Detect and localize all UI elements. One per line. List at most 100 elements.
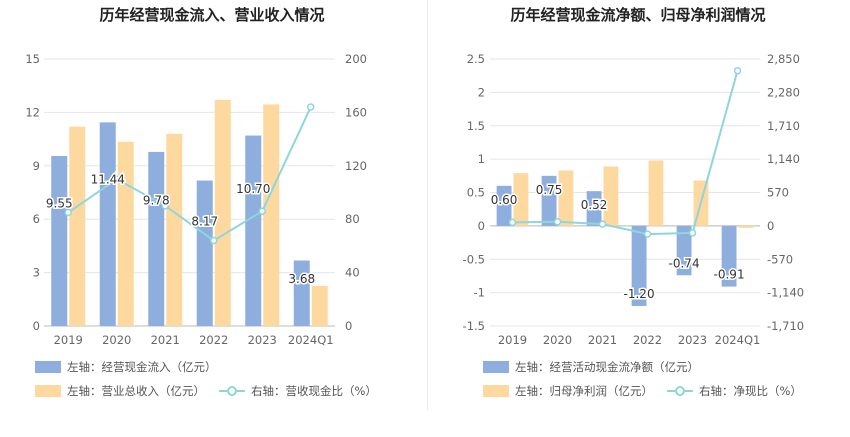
- chart-1: -1.5 -1 -0.5 0 0.5 1 1.5 2 2.5 -1,710 -1,140 -570 0 5…: [463, 52, 805, 347]
- left-axis-tick: 0.5: [467, 186, 485, 200]
- bar-blue: [586, 191, 602, 226]
- bar-orange: [311, 285, 328, 326]
- bar-data-label: 0.60: [491, 193, 518, 207]
- legend-label: 左轴：经营现金流入（亿元）: [67, 360, 217, 374]
- chart-title-net-cashflow: 历年经营现金流净额、归母净利润情况: [510, 6, 766, 24]
- legend-label: 左轴：归母净利润（亿元）: [515, 384, 653, 398]
- bar-orange: [166, 133, 183, 326]
- bar-blue: [99, 122, 116, 326]
- legend-left-row2: 左轴：营业总收入（亿元） 右轴：营收现金比（%）: [35, 383, 391, 399]
- right-axis-tick: -1,140: [767, 286, 804, 300]
- legend-swatch-orange: [483, 385, 509, 397]
- legend-item-revenue[interactable]: 左轴：营业总收入（亿元）: [35, 383, 205, 399]
- x-axis-tick: 2020: [543, 333, 572, 347]
- legend-label: 左轴：营业总收入（亿元）: [67, 384, 205, 398]
- legend-swatch-blue: [35, 361, 61, 373]
- left-axis-tick: 15: [25, 52, 40, 66]
- left-axis-tick: 1.5: [467, 119, 485, 133]
- bar-blue: [631, 225, 647, 306]
- bar-data-label: 9.55: [46, 197, 73, 211]
- right-axis-tick: 2,280: [767, 85, 800, 99]
- legend-label: 左轴：经营活动现金流净额（亿元）: [515, 360, 699, 374]
- ratio-point: [161, 202, 169, 210]
- bar-data-label: 11.44: [91, 172, 125, 186]
- right-axis-tick: 1,140: [767, 152, 800, 166]
- right-axis-tick: 40: [345, 266, 360, 280]
- ratio-point: [307, 103, 315, 111]
- legend-item-net-cash-ratio[interactable]: 右轴：净现比（%）: [667, 383, 802, 399]
- legend-swatch-line: [667, 385, 693, 397]
- ratio-point: [553, 218, 562, 226]
- chart-title-cash-inflow: 历年经营现金流入、营业收入情况: [99, 6, 325, 24]
- left-axis-tick: 0: [33, 319, 40, 333]
- x-axis-tick: 2024Q1: [715, 333, 761, 347]
- x-axis-tick: 2020: [102, 333, 131, 347]
- right-axis-tick: -570: [767, 252, 793, 266]
- right-axis-tick: 80: [345, 212, 360, 226]
- ratio-point: [258, 207, 266, 215]
- legend-item-cash-inflow[interactable]: 左轴：经营现金流入（亿元）: [35, 359, 217, 375]
- x-axis-tick: 2022: [633, 333, 662, 347]
- bar-data-label: 3.68: [288, 272, 315, 286]
- x-axis-tick: 2021: [151, 333, 180, 347]
- bar-orange: [117, 141, 134, 326]
- x-axis-tick: 2022: [199, 333, 228, 347]
- bar-orange: [558, 170, 574, 226]
- x-axis-tick: 2023: [248, 333, 277, 347]
- right-axis-tick: 160: [345, 105, 367, 119]
- legend-right-row2: 左轴：归母净利润（亿元） 右轴：净现比（%）: [483, 383, 816, 399]
- bar-orange: [648, 160, 664, 226]
- ratio-point: [64, 208, 72, 217]
- right-axis-tick: 2,850: [767, 52, 800, 66]
- bar-data-label: 0.52: [581, 198, 608, 212]
- bar-blue: [496, 185, 512, 226]
- legend-right-row1: 左轴：经营活动现金流净额（亿元）: [483, 359, 713, 375]
- bar-blue: [148, 151, 165, 326]
- bar-data-label: 0.75: [536, 183, 563, 197]
- right-axis-tick: 570: [767, 186, 789, 200]
- left-axis-tick: 6: [33, 212, 40, 226]
- left-axis-tick: 2.5: [467, 52, 485, 66]
- x-axis-tick: 2019: [498, 333, 527, 347]
- ratio-point: [113, 175, 121, 183]
- right-axis-tick: 0: [345, 319, 352, 333]
- bar-orange: [69, 126, 86, 326]
- bar-data-label: 10.70: [236, 182, 270, 196]
- left-axis-tick: 2: [478, 85, 485, 99]
- left-axis-tick: 1: [478, 152, 485, 166]
- bar-blue: [196, 180, 213, 326]
- left-axis-tick: -1.5: [463, 319, 485, 333]
- left-axis-tick: 0: [478, 219, 485, 233]
- legend-item-net-cashflow[interactable]: 左轴：经营活动现金流净额（亿元）: [483, 359, 699, 375]
- chart-0: 0 3 6 9 12 15 0 40 80 120 160 200 2019 2020 2021 2022 20…: [25, 52, 367, 347]
- right-axis-tick: 120: [345, 159, 367, 173]
- legend-item-cash-ratio[interactable]: 右轴：营收现金比（%）: [219, 383, 377, 399]
- bar-blue: [293, 260, 310, 326]
- x-axis-tick: 2021: [588, 333, 617, 347]
- ratio-line: [512, 70, 739, 236]
- bar-blue: [721, 225, 737, 287]
- panel-divider: [427, 0, 428, 410]
- bar-orange: [214, 99, 231, 326]
- bar-data-label: -0.91: [714, 268, 745, 282]
- ratio-point: [643, 230, 652, 238]
- ratio-point: [210, 236, 218, 245]
- legend-label: 右轴：营收现金比（%）: [251, 384, 377, 398]
- legend-swatch-line: [219, 385, 245, 397]
- legend-swatch-orange: [35, 385, 61, 397]
- bar-blue: [676, 225, 692, 276]
- left-axis-tick: -1: [474, 286, 485, 300]
- bar-blue: [51, 156, 68, 326]
- legend-left-row1: 左轴：经营现金流入（亿元）: [35, 359, 231, 375]
- bar-orange: [738, 225, 754, 228]
- left-axis-tick: -0.5: [463, 252, 485, 266]
- x-axis-tick: 2019: [54, 333, 83, 347]
- bar-blue: [541, 175, 557, 226]
- legend-item-net-profit[interactable]: 左轴：归母净利润（亿元）: [483, 383, 653, 399]
- bar-data-label: -1.20: [624, 287, 655, 301]
- bar-data-label: 9.78: [143, 194, 170, 208]
- bar-orange: [263, 104, 280, 326]
- right-axis-tick: 1,710: [767, 119, 800, 133]
- right-axis-tick: -1,710: [767, 319, 804, 333]
